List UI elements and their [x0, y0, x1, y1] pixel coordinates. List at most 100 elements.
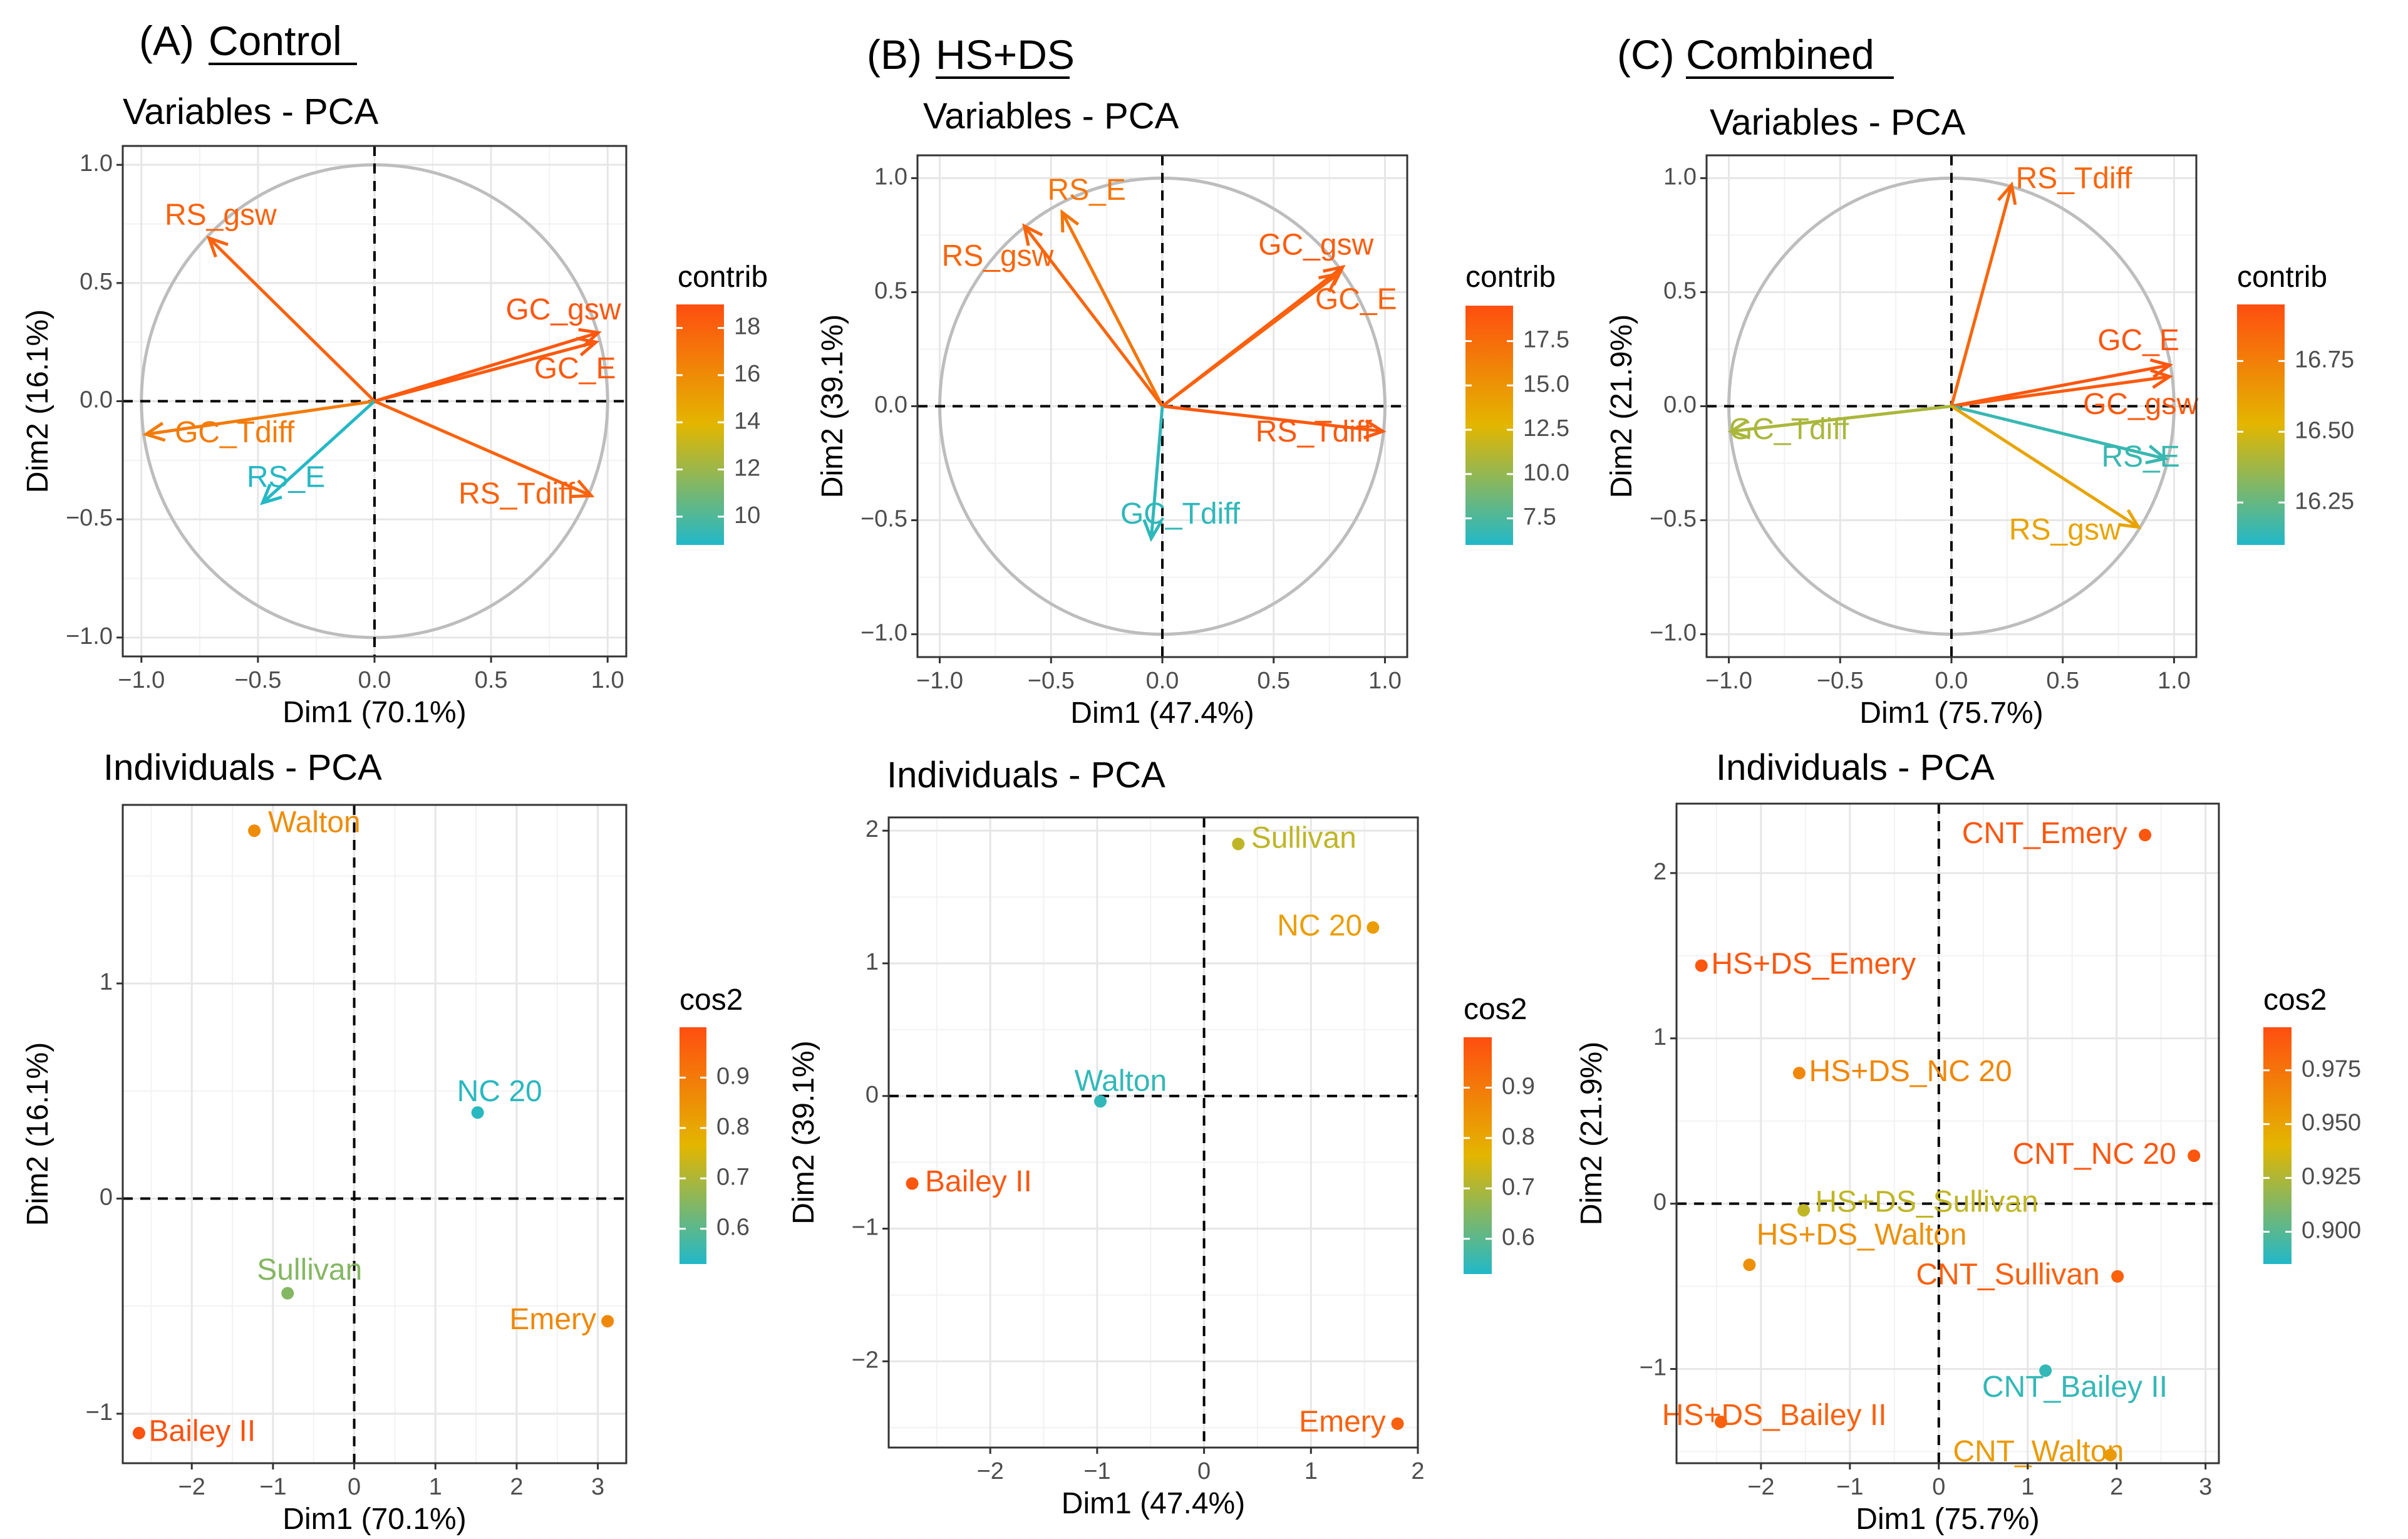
chart-B-top-arrow-GC_E — [1161, 272, 1340, 408]
chart-B-top-arrow-GC_Tdiff — [1149, 406, 1164, 539]
chart-C-bottom-label-HS+DS_Bailey II: HS+DS_Bailey II — [1662, 1399, 1887, 1432]
chart-B-bottom-xtick-label: 2 — [1411, 1458, 1424, 1485]
chart-C-top-title: Variables - PCA — [1710, 102, 1966, 143]
chart-C-bottom-ytick-label: 1 — [1653, 1024, 1666, 1050]
chart-A-bottom-legend-tick-label: 0.9 — [716, 1063, 750, 1089]
chart-A-top-ytick-label: −1.0 — [66, 623, 113, 650]
chart-C-bottom-label-HS+DS_Walton: HS+DS_Walton — [1757, 1218, 1967, 1251]
chart-C-top-arrowhead-GC_gsw — [2150, 368, 2174, 389]
chart-A-top-label-GC_Tdiff: GC_Tdiff — [175, 416, 295, 449]
chart-C-top-xlabel: Dim1 (75.7%) — [1859, 697, 2043, 730]
chart-A-top-label-GC_E: GC_E — [534, 352, 616, 385]
chart-C-top-ytick-label: 0.5 — [1663, 277, 1697, 304]
chart-C-bottom-point-CNT_Bailey II — [2039, 1364, 2052, 1377]
chart-B-bottom-ylabel: Dim2 (39.1%) — [787, 1040, 820, 1224]
chart-A-top-label-GC_gsw: GC_gsw — [505, 293, 621, 326]
chart-B-top-legend-colorbar — [1465, 306, 1513, 545]
chart-A-bottom-xtick-label: 3 — [591, 1474, 604, 1500]
chart-A-bottom-xtick-label: 1 — [429, 1474, 442, 1500]
chart-B-top-ytick-label: 0.0 — [874, 392, 907, 418]
chart-A-bottom-legend-colorbar — [680, 1027, 706, 1264]
chart-C-bottom-xtick-label: 3 — [2199, 1474, 2212, 1500]
chart-B-top-arrow-RS_gsw — [1023, 225, 1164, 408]
chart-C-bottom-point-HS+DS_Emery — [1695, 959, 1708, 972]
chart-B-bottom-point-Sullivan — [1232, 837, 1245, 851]
chart-B-top-ytick-label: −1.0 — [860, 620, 907, 646]
chart-C-top-legend-tick-label: 16.50 — [2295, 417, 2354, 443]
chart-B-top-label-RS_E: RS_E — [1047, 174, 1125, 207]
chart-C-top-ytick-label: −0.5 — [1650, 506, 1697, 532]
chart-C-top-xtick-label: −1.0 — [1705, 668, 1752, 694]
chart-B-bottom-ytick-label: 0 — [866, 1082, 879, 1108]
panel-C-bottom: CNT_Emery HS+DS_Emery HS+DS_NC 20 CNT_NC 20… — [1575, 747, 2361, 1536]
chart-C-top-label-RS_Tdiff: RS_Tdiff — [2016, 162, 2133, 195]
chart-A-top-legend-tick-label: 14 — [734, 408, 760, 434]
chart-C-bottom-legend-tick-label: 0.900 — [2302, 1217, 2361, 1243]
chart-A-top-legend-title: contrib — [678, 261, 768, 294]
chart-C-top-arrow-GC_E — [1951, 363, 2170, 408]
chart-C-bottom-xtick-label: −2 — [1747, 1474, 1774, 1500]
chart-C-top-xtick-label: 0.0 — [1935, 668, 1968, 694]
panel-C-top: RS_Tdiff GC_E GC_gsw RS_E RS_gsw GC_Tdiff −1.0… — [1605, 102, 2354, 730]
chart-C-top-arrow-RS_E — [1951, 405, 2166, 460]
chart-B-top-ytick-label: 1.0 — [874, 163, 907, 190]
chart-C-bottom-ylabel: Dim2 (21.9%) — [1575, 1042, 1608, 1225]
chart-A-top-legend-tick-label: 12 — [734, 455, 760, 482]
chart-B-top-legend-tick-label: 10.0 — [1523, 460, 1569, 486]
chart-C-top-arrow-GC_gsw — [1951, 375, 2170, 408]
chart-B-bottom-xtick-label: −1 — [1083, 1458, 1110, 1485]
chart-C-bottom-legend-tick-label: 0.950 — [2302, 1110, 2361, 1136]
chart-A-bottom-legend-title: cos2 — [680, 983, 743, 1017]
chart-A-bottom-point-Sullivan — [281, 1287, 294, 1300]
chart-C-bottom-ytick-label: −1 — [1640, 1355, 1666, 1381]
chart-A-top-arrowhead-RS_E — [260, 484, 282, 505]
chart-A-bottom-frame — [121, 804, 628, 1464]
chart-B-bottom-label-Bailey II: Bailey II — [925, 1165, 1032, 1198]
chart-A-bottom-title: Individuals - PCA — [103, 747, 382, 788]
chart-A-bottom-label-Walton: Walton — [268, 806, 361, 839]
chart-A-bottom-xtick-label: −2 — [178, 1474, 205, 1500]
chart-B-top-label-GC_E: GC_E — [1315, 283, 1397, 316]
chart-A-bottom-xtick-label: 0 — [348, 1474, 361, 1500]
chart-A-top-ytick-label: 0.0 — [80, 387, 113, 413]
chart-B-top-xtick-label: −1.0 — [916, 668, 963, 694]
chart-A-top-ytick-label: 0.5 — [80, 269, 113, 295]
chart-A-bottom-xlabel: Dim1 (70.1%) — [282, 1503, 466, 1536]
chart-A-top-xtick-label: 0.0 — [358, 667, 391, 693]
chart-A-top-label-RS_Tdiff: RS_Tdiff — [458, 477, 576, 510]
chart-A-top-ylabel: Dim2 (16.1%) — [21, 309, 54, 493]
chart-C-bottom-ytick-label: 2 — [1653, 859, 1666, 885]
chart-A-top-arrowhead-GC_Tdiff — [142, 422, 166, 442]
chart-C-bottom-point-CNT_NC 20 — [2188, 1149, 2201, 1163]
chart-A-top-title: Variables - PCA — [123, 91, 379, 132]
chart-B-top-label-GC_gsw: GC_gsw — [1258, 228, 1373, 261]
chart-B-bottom-frame — [887, 816, 1419, 1449]
chart-B-bottom-legend-title: cos2 — [1464, 993, 1527, 1026]
chart-B-top-legend-tick-label: 7.5 — [1523, 504, 1556, 531]
chart-A-bottom-point-Walton — [248, 824, 261, 837]
header-c-name: Combined — [1686, 31, 1874, 78]
header-b-name: HS+DS — [936, 31, 1075, 78]
chart-C-top-legend-title: contrib — [2237, 261, 2327, 294]
chart-C-bottom-legend-title: cos2 — [2263, 983, 2327, 1017]
chart-B-bottom-legend-colorbar — [1464, 1037, 1492, 1274]
chart-C-bottom-frame — [1675, 802, 2220, 1464]
chart-C-bottom-label-CNT_NC 20: CNT_NC 20 — [2012, 1137, 2176, 1171]
chart-A-bottom-legend-tick-label: 0.6 — [716, 1215, 750, 1241]
chart-C-top-arrow-GC_Tdiff — [1730, 405, 1952, 433]
chart-C-top-xtick-label: 1.0 — [2157, 668, 2191, 694]
chart-A-bottom-xtick-label: −1 — [259, 1474, 286, 1500]
header-a: (A) Control — [139, 18, 357, 65]
chart-B-top-label-RS_gsw: RS_gsw — [942, 240, 1054, 273]
chart-A-top-arrowhead-RS_gsw — [206, 236, 229, 258]
panel-A-bottom: Walton NC 20 Sullivan Emery Bailey II −2 −1 0 1 2… — [21, 747, 750, 1536]
chart-C-bottom-xtick-label: 0 — [1932, 1474, 1945, 1500]
chart-A-bottom-legend-tick-label: 0.7 — [716, 1164, 750, 1190]
chart-A-bottom-ytick-label: 0 — [100, 1184, 113, 1211]
chart-B-bottom-label-Sullivan: Sullivan — [1251, 822, 1356, 855]
chart-A-bottom-label-NC 20: NC 20 — [457, 1075, 542, 1108]
chart-C-bottom-point-HS+DS_Walton — [1743, 1258, 1756, 1272]
chart-A-top-ytick-label: 1.0 — [80, 150, 113, 177]
chart-A-top-xtick-label: 0.5 — [475, 667, 508, 693]
chart-C-top-label-RS_gsw: RS_gsw — [2009, 513, 2121, 546]
